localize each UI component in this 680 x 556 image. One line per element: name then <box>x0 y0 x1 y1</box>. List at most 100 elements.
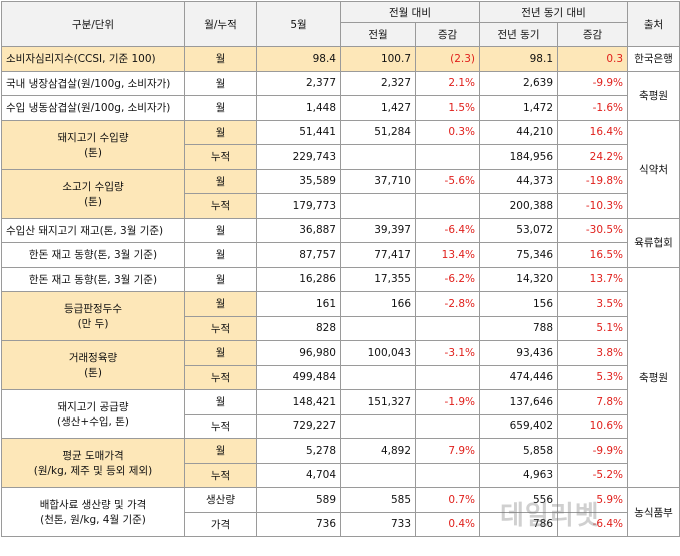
row-prev-year-value: 98.1 <box>479 46 559 72</box>
row-category: 소고기 수입량 (톤) <box>1 168 185 219</box>
row-unit: 월 <box>184 389 257 415</box>
table-row: 가격 736 733 0.4% 786 -6.4% <box>2 511 680 537</box>
table-row: 한돈 재고 동향(톤, 3월 기준) 월 16,286 17,355 -6.2%… <box>1 266 680 488</box>
row-yoy-change: 24.2% <box>557 144 629 170</box>
row-may-value: 1,448 <box>256 95 341 121</box>
row-prev-year-value: 1,472 <box>479 95 559 121</box>
row-unit: 누적 <box>184 193 257 219</box>
row-mom-change: 0.7% <box>414 487 481 513</box>
header-change: 증감 <box>414 22 481 47</box>
row-category-line1: 배합사료 생산량 및 가격 <box>39 499 147 511</box>
row-unit: 월 <box>184 70 257 96</box>
row-yoy-change: 10.6% <box>557 413 629 439</box>
row-mom-change: (2.3) <box>414 46 481 72</box>
row-may-value: 736 <box>256 511 341 537</box>
row-unit: 누적 <box>184 364 257 390</box>
row-prev-month-value: 39,397 <box>340 217 416 243</box>
row-prev-month-value <box>340 413 416 439</box>
table-row: 누적 499,484 474,446 5.3% <box>2 364 680 390</box>
row-unit: 월 <box>184 438 257 464</box>
row-prev-month-value: 77,417 <box>340 242 416 268</box>
row-prev-year-value: 786 <box>479 511 559 537</box>
row-may-value: 16,286 <box>256 266 341 292</box>
row-category: 국내 냉장삼겹살(원/100g, 소비자가) <box>1 70 185 96</box>
row-unit: 가격 <box>184 511 257 537</box>
source-nonghyup: 농식품부 <box>627 487 680 537</box>
row-prev-month-value: 151,327 <box>340 389 416 415</box>
row-mom-change: 13.4% <box>414 242 481 268</box>
watermark-logo: 데일리벳 <box>500 501 600 531</box>
source-mfds: 식약처 <box>627 119 680 219</box>
row-prev-month-value: 733 <box>340 511 416 537</box>
row-yoy-change: 16.5% <box>557 242 629 268</box>
row-prev-year-value: 184,956 <box>479 144 559 170</box>
row-prev-month-value: 585 <box>340 487 416 513</box>
header-prev-year: 전년 동기 <box>479 22 559 47</box>
row-unit: 누적 <box>184 413 257 439</box>
row-yoy-change: -5.2% <box>557 462 629 488</box>
row-category-line1: 돼지고기 수입량 <box>57 131 129 144</box>
row-prev-month-value <box>340 144 416 170</box>
table-row: 누적 828 788 5.1% <box>2 315 680 341</box>
row-prev-year-value: 137,646 <box>479 389 559 415</box>
table-row: 거래정육량 (톤) 월 96,980 100,043 -3.1% 93,436 3… <box>1 340 680 390</box>
row-prev-month-value: 166 <box>340 291 416 317</box>
row-prev-month-value <box>340 462 416 488</box>
row-unit: 월 <box>184 46 257 72</box>
row-category: 수입산 돼지고기 재고(톤, 3월 기준) <box>1 217 185 243</box>
table-row: 평균 도매가격 (원/kg, 제주 및 등외 제외) 월 5,278 4,892 … <box>1 438 680 488</box>
table-row: 한돈 재고 동향(톤, 3월 기준) 월 87,757 77,417 13.4%… <box>1 242 680 268</box>
row-unit: 월 <box>184 291 257 317</box>
row-mom-change: -5.6% <box>414 168 481 194</box>
row-mom-change <box>414 315 481 341</box>
row-may-value: 229,743 <box>256 144 341 170</box>
row-prev-year-value: 14,320 <box>479 266 559 292</box>
row-category: 한돈 재고 동향(톤, 3월 기준) <box>1 242 185 268</box>
row-yoy-change: -9.9% <box>557 438 629 464</box>
source-ekape-2: 축평원 <box>627 266 680 488</box>
table-row: 소고기 수입량 (톤) 월 35,589 37,710 -5.6% 44,373 … <box>1 168 680 219</box>
row-prev-month-value: 17,355 <box>340 266 416 292</box>
header-may: 5월 <box>256 1 341 47</box>
row-prev-month-value: 1,427 <box>340 95 416 121</box>
row-prev-month-value <box>340 364 416 390</box>
table-row: 수입산 돼지고기 재고(톤, 3월 기준) 월 36,887 39,397 -6… <box>1 217 680 268</box>
row-category: 돼지고기 수입량 (톤) <box>1 119 185 170</box>
row-yoy-change: 13.7% <box>557 266 629 292</box>
table-row: 수입 냉동삼겹살(원/100g, 소비자가) 월 1,448 1,427 1.5… <box>1 95 680 121</box>
row-mom-change <box>414 413 481 439</box>
row-yoy-change: -1.6% <box>557 95 629 121</box>
row-yoy-change: 5.9% <box>557 487 629 513</box>
row-yoy-change: 0.3 <box>557 46 629 72</box>
header-prev-month: 전월 <box>340 22 416 47</box>
row-category: 소비자심리지수(CCSI, 기준 100) <box>1 46 185 72</box>
row-may-value: 4,704 <box>256 462 341 488</box>
row-may-value: 161 <box>256 291 341 317</box>
row-mom-change: 1.5% <box>414 95 481 121</box>
row-prev-year-value: 474,446 <box>479 364 559 390</box>
source-meat-association: 육류협회 <box>627 217 680 268</box>
row-prev-year-value: 75,346 <box>479 242 559 268</box>
row-category: 등급판정두수 (만 두) <box>1 291 185 341</box>
row-yoy-change: -9.9% <box>557 70 629 96</box>
table-row: 국내 냉장삼겹살(원/100g, 소비자가) 월 2,377 2,327 2.1… <box>1 70 680 121</box>
table-row: 등급판정두수 (만 두) 월 161 166 -2.8% 156 3.5% <box>1 291 680 341</box>
table-row: 누적 229,743 184,956 24.2% <box>2 144 680 170</box>
row-prev-year-value: 44,210 <box>479 119 559 145</box>
row-unit: 월 <box>184 266 257 292</box>
row-may-value: 499,484 <box>256 364 341 390</box>
row-prev-year-value: 156 <box>479 291 559 317</box>
row-may-value: 5,278 <box>256 438 341 464</box>
row-category-line1: 돼지고기 공급량 <box>57 401 129 413</box>
header-yoy-group: 전년 동기 대비 <box>479 1 629 23</box>
row-may-value: 589 <box>256 487 341 513</box>
source-bok: 한국은행 <box>627 46 680 72</box>
row-may-value: 2,377 <box>256 70 341 96</box>
row-prev-year-value: 788 <box>479 315 559 341</box>
row-mom-change: 7.9% <box>414 438 481 464</box>
row-unit: 월 <box>184 242 257 268</box>
row-may-value: 36,887 <box>256 217 341 243</box>
table-row: 돼지고기 공급량 (생산+수입, 톤) 월 148,421 151,327 -1.… <box>1 389 680 439</box>
row-category-line2: (원/kg, 제주 및 등외 제외) <box>33 465 153 477</box>
row-may-value: 87,757 <box>256 242 341 268</box>
